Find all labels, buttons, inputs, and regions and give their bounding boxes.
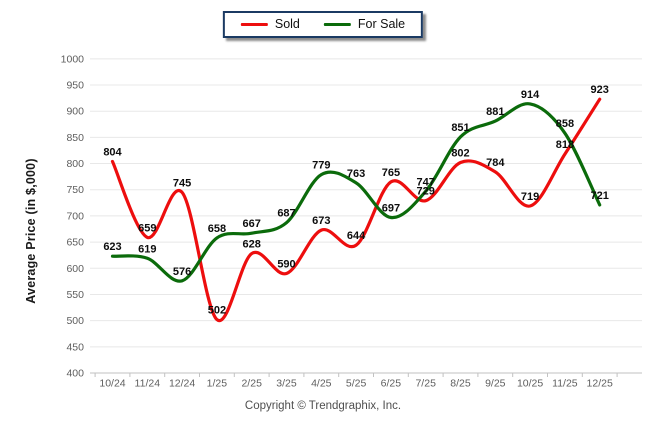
for-sale-data-label: 576 [173, 266, 191, 278]
x-tick-label: 3/25 [276, 378, 297, 390]
legend-item-for-sale: For Sale [323, 17, 406, 31]
for-sale-data-label: 914 [521, 89, 540, 101]
for-sale-data-label: 763 [347, 168, 365, 180]
y-tick-label: 650 [66, 237, 84, 249]
for-sale-data-label: 619 [138, 243, 156, 255]
for-sale-line [110, 102, 602, 283]
x-tick-label: 10/24 [99, 378, 125, 390]
y-tick-label: 600 [66, 263, 84, 275]
x-tick-label: 10/25 [517, 378, 543, 390]
legend-label-for-sale: For Sale [357, 17, 406, 31]
x-tick-label: 8/25 [450, 378, 471, 390]
for-sale-line-swatch [323, 22, 351, 26]
sold-data-label: 818 [556, 139, 574, 151]
y-tick-label: 450 [66, 341, 84, 353]
for-sale-data-label: 687 [277, 208, 295, 220]
sold-line [110, 97, 602, 323]
sold-data-label: 802 [451, 148, 469, 160]
x-tick-label: 6/25 [381, 378, 402, 390]
sold-data-label: 659 [138, 222, 156, 234]
x-tick-label: 7/25 [415, 378, 436, 390]
x-tick-label: 1/25 [207, 378, 228, 390]
x-tick-label: 11/25 [552, 378, 578, 390]
sold-data-label: 745 [173, 177, 191, 189]
for-sale-data-label: 667 [243, 218, 261, 230]
x-tick-label: 11/24 [135, 378, 161, 390]
sold-line-swatch [240, 22, 268, 26]
sold-data-label: 502 [208, 305, 226, 317]
for-sale-data-label: 851 [451, 122, 469, 134]
sold-data-label: 784 [486, 157, 505, 169]
for-sale-data-label: 623 [103, 241, 121, 253]
for-sale-data-label: 858 [556, 118, 574, 130]
sold-data-label: 729 [417, 186, 435, 198]
for-sale-data-label: 747 [417, 176, 435, 188]
sold-data-label: 719 [521, 191, 539, 203]
y-tick-label: 900 [66, 106, 84, 118]
for-sale-data-label: 881 [486, 106, 504, 118]
copyright-text: Copyright © Trendgraphix, Inc. [244, 400, 402, 412]
legend-label-sold: Sold [274, 17, 300, 31]
legend: Sold For Sale [222, 11, 424, 38]
y-tick-label: 500 [66, 315, 84, 327]
for-sale-data-label: 658 [208, 223, 226, 235]
sold-data-label: 673 [312, 215, 330, 227]
y-tick-label: 750 [66, 184, 84, 196]
x-tick-label: 12/25 [587, 378, 613, 390]
x-tick-label: 9/25 [485, 378, 506, 390]
for-sale-data-label: 697 [382, 202, 400, 214]
x-tick-label: 5/25 [346, 378, 367, 390]
y-tick-label: 800 [66, 158, 84, 170]
y-tick-label: 950 [66, 80, 84, 92]
x-tick-label: 2/25 [241, 378, 262, 390]
x-tick-label: 12/24 [169, 378, 195, 390]
y-tick-label: 850 [66, 132, 84, 144]
sold-data-label: 923 [591, 84, 609, 96]
sold-data-label: 804 [103, 146, 122, 158]
y-tick-label: 1000 [61, 53, 85, 65]
legend-item-sold: Sold [240, 17, 300, 31]
sold-data-label: 628 [243, 239, 261, 251]
for-sale-data-label: 779 [312, 160, 330, 172]
for-sale-data-label: 721 [591, 190, 609, 202]
x-tick-label: 4/25 [311, 378, 332, 390]
y-tick-label: 550 [66, 289, 84, 301]
y-tick-label: 700 [66, 210, 84, 222]
sold-data-label: 765 [382, 167, 400, 179]
y-tick-label: 400 [66, 368, 84, 380]
sold-data-label: 590 [277, 259, 295, 271]
sold-data-label: 644 [347, 230, 366, 242]
